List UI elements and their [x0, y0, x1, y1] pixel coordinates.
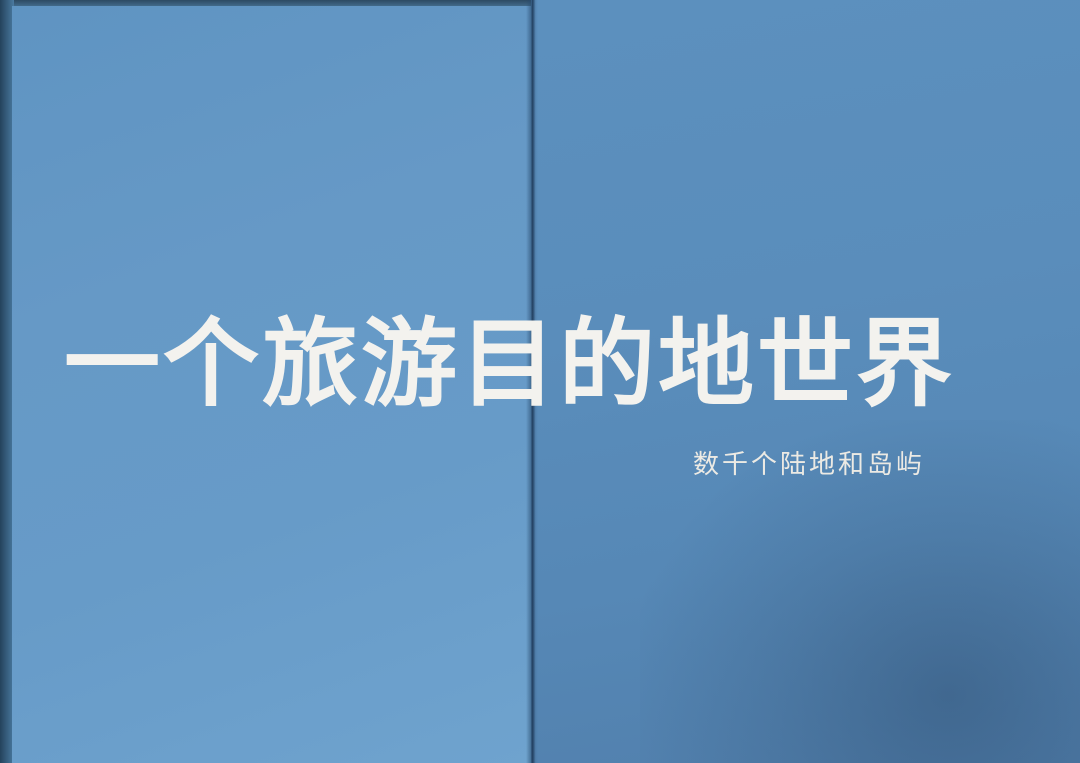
left-page — [12, 6, 532, 763]
right-page — [531, 0, 1080, 763]
book-gutter — [526, 0, 538, 763]
table-edge-left — [0, 0, 14, 763]
spread-subtitle: 数千个陆地和岛屿 — [693, 450, 926, 480]
page-shadow — [640, 420, 1080, 763]
spread-title: 一个旅游目的地世界 — [64, 308, 955, 420]
